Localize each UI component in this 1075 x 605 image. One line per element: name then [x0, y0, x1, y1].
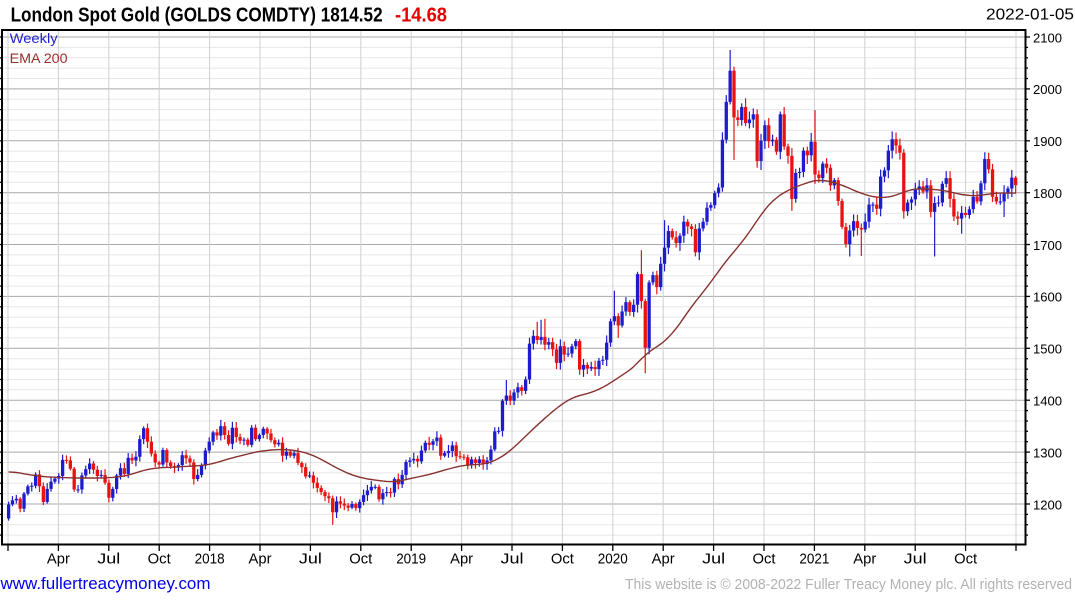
svg-text:2018: 2018 — [195, 552, 225, 568]
svg-text:Oct: Oct — [349, 552, 372, 568]
svg-text:Apr: Apr — [450, 552, 473, 568]
svg-text:2020: 2020 — [598, 552, 628, 568]
svg-text:Oct: Oct — [148, 552, 171, 568]
svg-text:Jul: Jul — [702, 552, 725, 568]
svg-text:www.fullertreacymoney.com: www.fullertreacymoney.com — [0, 574, 210, 593]
svg-text:Jul: Jul — [299, 552, 322, 568]
svg-text:Apr: Apr — [47, 552, 70, 568]
svg-text:Oct: Oct — [954, 552, 977, 568]
svg-text:1200: 1200 — [1033, 497, 1062, 512]
svg-text:London Spot Gold (GOLDS COMDTY: London Spot Gold (GOLDS COMDTY) 1814.52 — [11, 5, 383, 27]
svg-text:Jul: Jul — [501, 552, 524, 568]
svg-text:1400: 1400 — [1033, 394, 1062, 409]
svg-text:2022-01-05: 2022-01-05 — [986, 7, 1074, 24]
svg-text:EMA 200: EMA 200 — [10, 51, 68, 66]
svg-text:Apr: Apr — [652, 552, 675, 568]
svg-text:2100: 2100 — [1033, 30, 1062, 45]
svg-text:2021: 2021 — [799, 552, 829, 568]
svg-text:Oct: Oct — [753, 552, 776, 568]
svg-text:-14.68: -14.68 — [395, 5, 447, 27]
svg-text:1800: 1800 — [1033, 186, 1062, 201]
svg-text:This website is © 2008-2022 Fu: This website is © 2008-2022 Fuller Treac… — [625, 576, 1072, 593]
svg-text:Apr: Apr — [249, 552, 272, 568]
svg-text:1700: 1700 — [1033, 238, 1062, 253]
svg-text:Apr: Apr — [853, 552, 876, 568]
svg-text:1600: 1600 — [1033, 290, 1062, 305]
svg-text:2019: 2019 — [396, 552, 426, 568]
svg-text:Weekly: Weekly — [10, 31, 58, 46]
svg-text:1300: 1300 — [1033, 445, 1062, 460]
svg-text:2000: 2000 — [1033, 82, 1062, 97]
svg-text:Jul: Jul — [97, 552, 120, 568]
svg-text:1900: 1900 — [1033, 134, 1062, 149]
svg-text:Jul: Jul — [904, 552, 927, 568]
svg-text:1500: 1500 — [1033, 342, 1062, 357]
svg-text:Oct: Oct — [551, 552, 574, 568]
